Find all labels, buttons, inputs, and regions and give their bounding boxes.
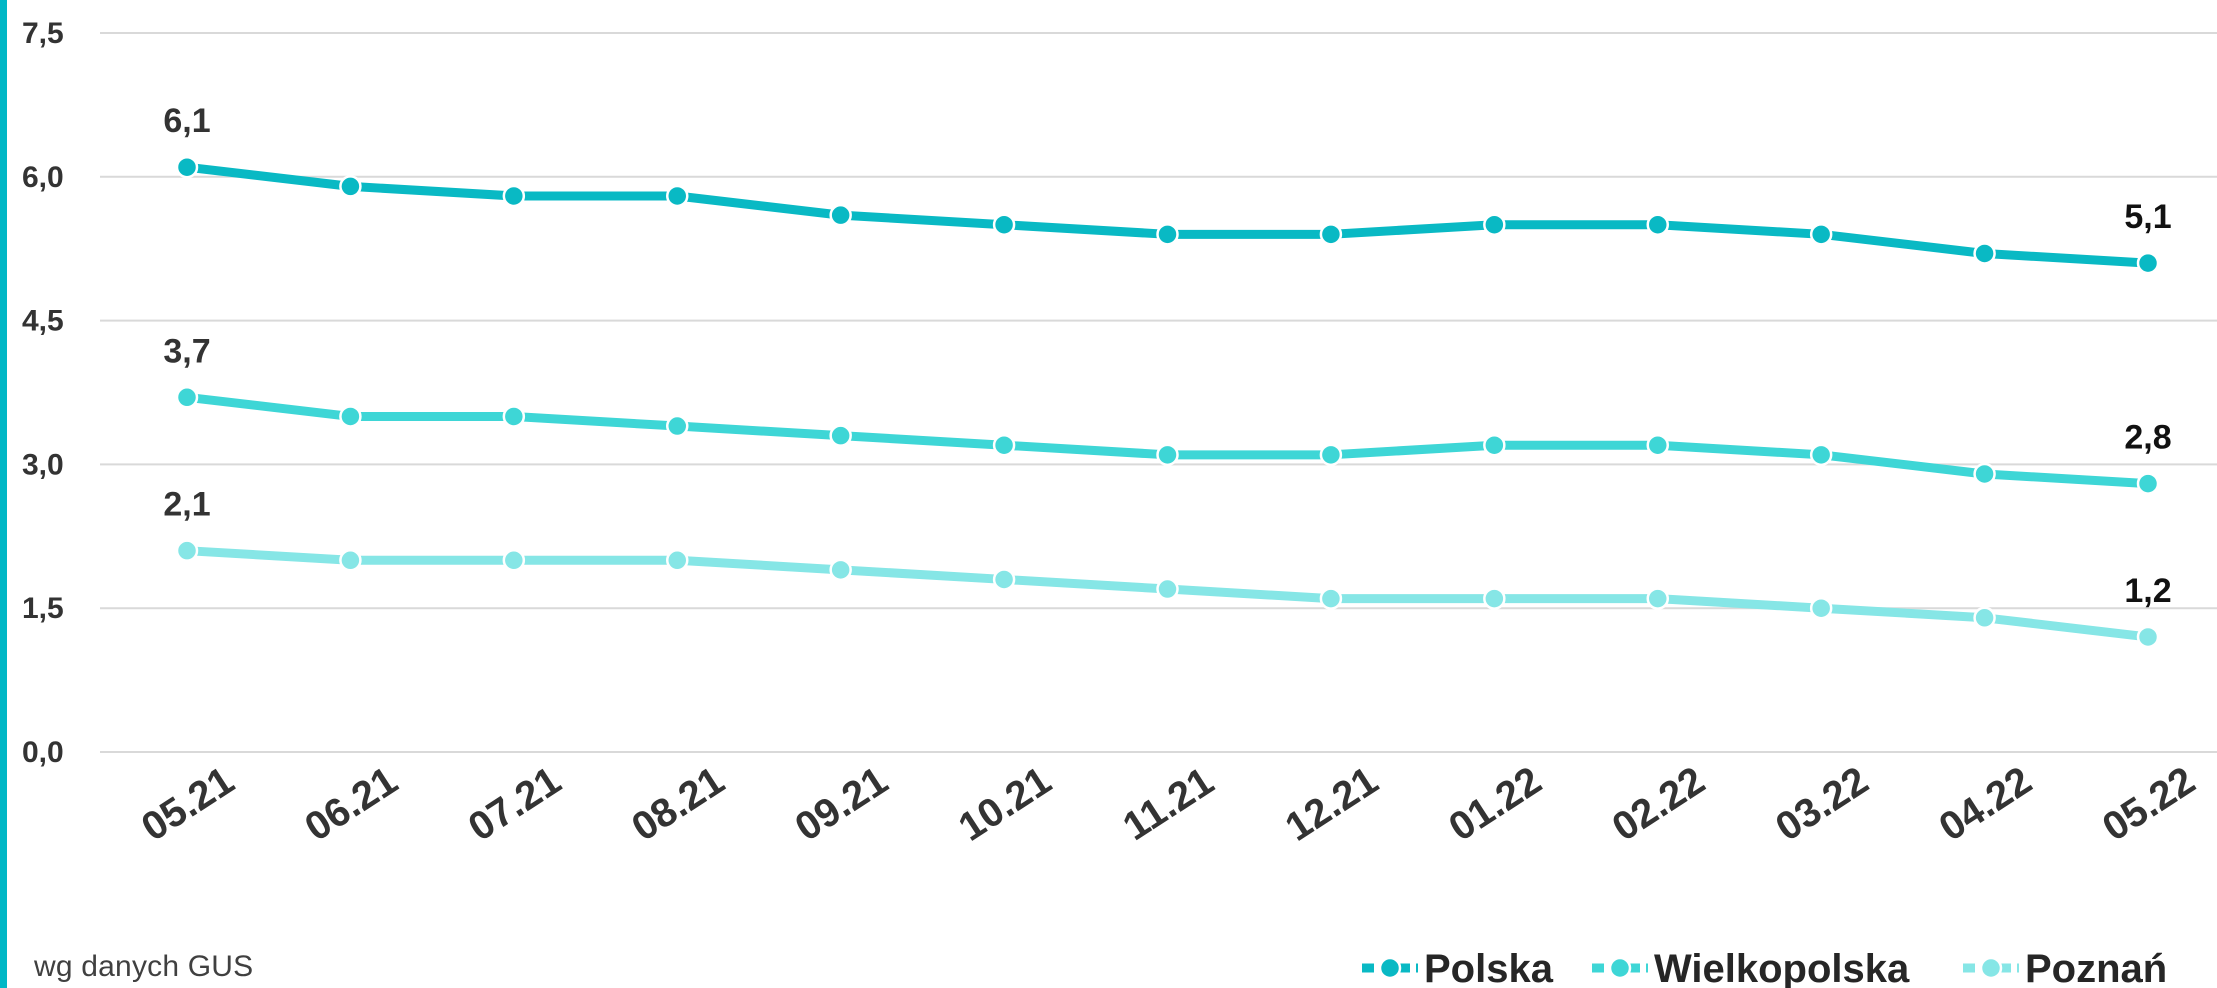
x-tick-label: 04.22 xyxy=(1932,758,2040,849)
data-point xyxy=(1973,242,1996,265)
data-point xyxy=(666,414,689,438)
data-point xyxy=(175,386,199,409)
y-axis-ticks: 0,0 1,5 3,0 4,5 6,0 7,5 xyxy=(22,17,64,769)
data-point xyxy=(175,155,199,179)
legend-label: Wielkopolska xyxy=(1654,947,1910,988)
data-label-layer: 6,1 5,1 3,7 2,8 2,1 1,2 xyxy=(163,102,2171,610)
x-tick-label: 09.21 xyxy=(788,758,896,849)
x-axis-ticks: 05.21 06.21 07.21 08.21 09.21 10.21 11.21 12.21… xyxy=(134,758,2203,849)
data-point xyxy=(1319,443,1343,467)
data-point xyxy=(502,549,526,572)
legend-marker-icon xyxy=(1378,956,1402,980)
data-point xyxy=(1483,587,1506,610)
grid-layer xyxy=(100,32,2217,753)
data-point xyxy=(502,184,526,208)
data-point xyxy=(339,405,362,428)
series-line xyxy=(182,392,2153,489)
data-point xyxy=(2136,625,2160,649)
data-point xyxy=(2136,251,2160,275)
data-point xyxy=(992,433,1016,457)
data-point xyxy=(175,539,199,562)
x-tick-label: 05.21 xyxy=(134,758,242,849)
data-point xyxy=(1483,213,1506,236)
data-point xyxy=(1156,443,1179,467)
data-point xyxy=(339,549,362,572)
y-tick-label: 4,5 xyxy=(22,305,64,338)
data-point xyxy=(502,405,526,428)
data-point xyxy=(1156,223,1179,246)
x-tick-label: 02.22 xyxy=(1605,758,1713,849)
legend-label: Poznań xyxy=(2025,947,2167,988)
data-point xyxy=(992,213,1016,236)
data-point xyxy=(829,424,852,447)
x-tick-label: 10.21 xyxy=(951,758,1059,849)
data-point xyxy=(1646,587,1669,610)
x-tick-label: 08.21 xyxy=(624,758,732,849)
legend-label: Polska xyxy=(1424,947,1554,988)
y-tick-label: 0,0 xyxy=(22,736,64,769)
data-point xyxy=(1973,606,1996,630)
x-tick-label: 01.22 xyxy=(1441,758,1549,849)
legend-marker-icon xyxy=(1979,956,2003,980)
data-point xyxy=(666,184,689,208)
data-point xyxy=(1973,462,1996,486)
data-point xyxy=(1646,433,1669,457)
data-point xyxy=(1156,577,1179,601)
x-tick-label: 05.22 xyxy=(2095,758,2203,849)
series-layer xyxy=(175,155,2160,649)
legend-marker-icon xyxy=(1608,956,1632,980)
x-tick-label: 07.21 xyxy=(461,758,569,849)
data-point xyxy=(829,203,852,227)
y-tick-label: 6,0 xyxy=(22,161,64,194)
data-point xyxy=(1809,443,1833,467)
data-point xyxy=(992,568,1016,591)
data-label: 3,7 xyxy=(163,332,210,370)
data-label: 2,1 xyxy=(163,486,210,524)
data-point xyxy=(1319,587,1343,610)
x-tick-label: 12.21 xyxy=(1278,758,1386,849)
data-label: 6,1 xyxy=(163,102,210,140)
data-label: 5,1 xyxy=(2124,198,2171,236)
x-tick-label: 11.21 xyxy=(1115,759,1221,849)
legend: Polska Wielkopolska Poznań xyxy=(1362,947,2167,988)
data-point xyxy=(1809,223,1833,246)
accent-bar xyxy=(0,0,7,988)
source-note: wg danych GUS xyxy=(34,950,254,983)
y-tick-label: 7,5 xyxy=(22,17,64,50)
x-tick-label: 03.22 xyxy=(1768,758,1876,849)
data-point xyxy=(1646,213,1669,236)
data-point xyxy=(339,175,362,198)
data-label: 2,8 xyxy=(2124,419,2171,457)
data-point xyxy=(666,549,689,572)
y-tick-label: 3,0 xyxy=(22,448,64,481)
x-tick-label: 06.21 xyxy=(297,758,405,849)
data-point xyxy=(1483,433,1506,457)
series-line xyxy=(182,162,2153,268)
data-point xyxy=(1319,223,1343,246)
data-point xyxy=(2136,472,2160,495)
data-point xyxy=(1809,596,1833,620)
y-tick-label: 1,5 xyxy=(22,592,64,625)
data-point xyxy=(829,558,852,582)
data-label: 1,2 xyxy=(2124,572,2171,610)
